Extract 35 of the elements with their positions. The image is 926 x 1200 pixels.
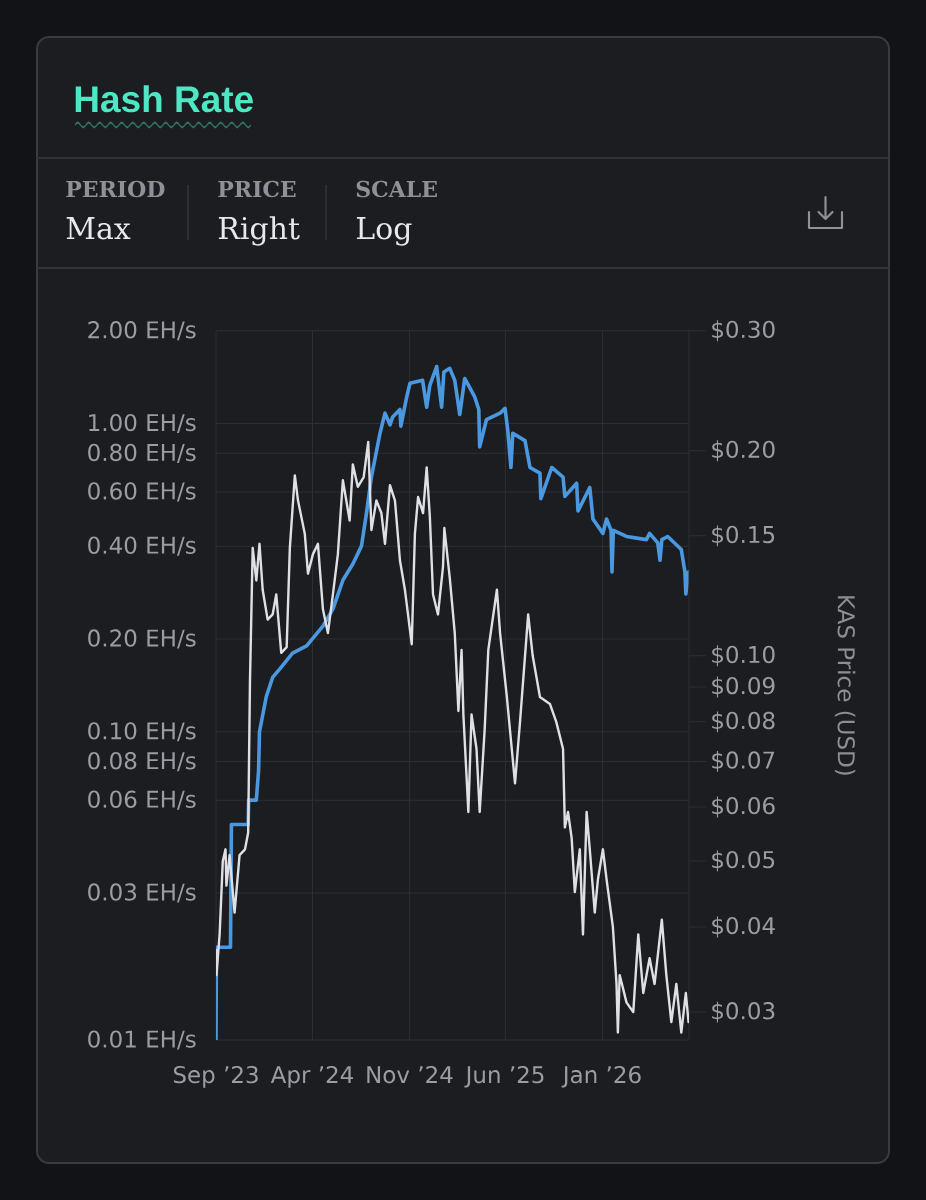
y-tick-label: 0.60 EH/s xyxy=(88,482,196,502)
x-tick-label: Jan ’26 xyxy=(561,1065,641,1088)
y-tick-label: $0.07 xyxy=(712,750,775,772)
y-tick-label: $0.06 xyxy=(712,796,775,818)
text: PERIOD xyxy=(66,180,165,198)
x-tick-label: Apr ’24 xyxy=(270,1065,354,1088)
x-tick-label: Sep ’23 xyxy=(173,1065,258,1088)
y-tick-label: $0.08 xyxy=(712,711,775,733)
text: Max xyxy=(66,217,131,240)
y-axis-title: KAS Price (USD) xyxy=(834,596,856,775)
y-tick-label: $0.30 xyxy=(712,320,775,342)
text: SCALE xyxy=(356,180,437,198)
y-tick-label: 0.40 EH/s xyxy=(88,536,196,556)
chart-title: Hash Rate xyxy=(75,85,253,113)
y-tick-label: 0.80 EH/s xyxy=(88,443,196,463)
y-tick-label: $0.04 xyxy=(712,916,775,938)
y-tick-label: $0.09 xyxy=(712,676,775,698)
y-tick-label: 0.10 EH/s xyxy=(88,722,196,742)
y-tick-label: 0.08 EH/s xyxy=(88,752,196,772)
y-tick-label: $0.10 xyxy=(712,645,775,667)
y-tick-label: 0.06 EH/s xyxy=(88,790,196,810)
text: Log xyxy=(356,217,412,246)
y-tick-label: $0.03 xyxy=(712,1001,775,1023)
y-tick-label: 0.20 EH/s xyxy=(88,629,196,649)
y-tick-label: $0.05 xyxy=(712,850,775,872)
y-tick-label: 1.00 EH/s xyxy=(89,413,196,434)
y-tick-label: $0.20 xyxy=(712,440,775,462)
x-tick-label: Jun ’25 xyxy=(464,1065,544,1088)
text: PRICE xyxy=(218,180,296,198)
text: Right xyxy=(218,216,300,246)
y-tick-label: $0.15 xyxy=(712,525,775,547)
y-tick-label: 0.03 EH/s xyxy=(88,883,196,903)
x-tick-label: Nov ’24 xyxy=(367,1065,453,1084)
y-tick-label: 0.01 EH/s xyxy=(88,1030,196,1050)
y-tick-label: 2.00 EH/s xyxy=(88,321,196,341)
